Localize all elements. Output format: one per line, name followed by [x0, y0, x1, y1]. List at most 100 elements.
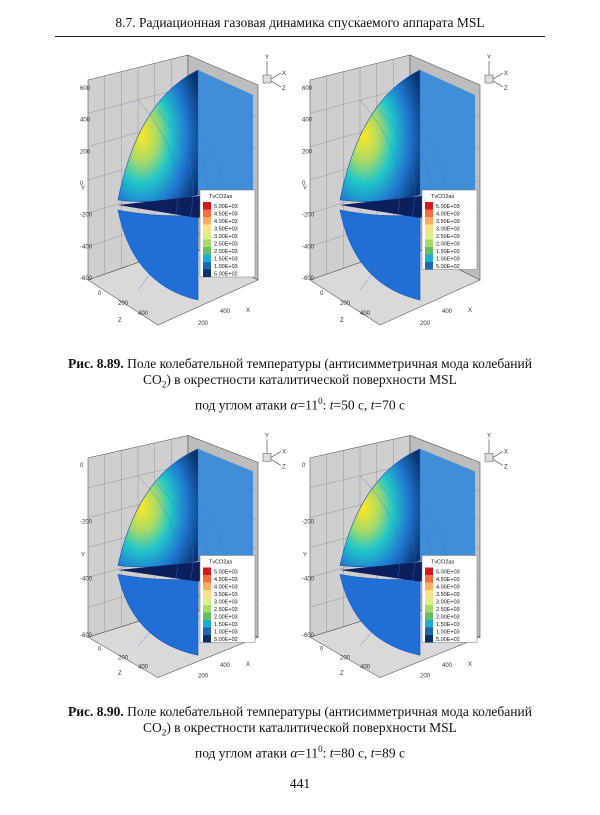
- legend-swatch: [425, 209, 433, 217]
- axis-triad-label-x: X: [282, 71, 286, 77]
- caption-text: =11: [297, 745, 319, 761]
- legend-value: 2.50E+03: [214, 242, 238, 248]
- legend-swatch: [425, 224, 433, 232]
- legend-swatch: [425, 239, 433, 247]
- caption-text: =80 с,: [333, 745, 371, 761]
- legend-value: 5.00E+03: [214, 569, 238, 575]
- legend-value: 1.50E+03: [214, 622, 238, 628]
- z-tick-label: 0: [320, 647, 324, 653]
- z-tick-label: 200: [340, 301, 351, 307]
- legend-swatch: [203, 202, 211, 210]
- iso-line: [379, 109, 416, 281]
- legend-title: TvCO2as: [209, 559, 232, 565]
- axis-label-x: X: [468, 662, 472, 668]
- temperature-field-upper: [339, 69, 421, 202]
- y-tick-label: 400: [80, 118, 91, 124]
- axis-triad-x: [492, 451, 504, 458]
- legend-swatch: [425, 232, 433, 240]
- y-tick-label: -400: [80, 576, 93, 582]
- caption-symbol: t: [370, 397, 375, 413]
- figure-8-90-panel-right: 0 -200 -400 -600 Y 0 200 400 Z 200 400 X Y X Z TvCO2as 5…: [300, 422, 510, 700]
- temperature-field-lower: [117, 209, 199, 301]
- iso-line: [137, 475, 179, 647]
- x-tick-label: 400: [220, 663, 231, 669]
- y-tick-label: -200: [80, 520, 93, 526]
- figure-8-89-panel-left: 600 400 200 0 -200 -400 -600 Y 0 200 400 Z 200 400 X Y X…: [78, 40, 288, 350]
- legend-swatch: [425, 247, 433, 255]
- iso-line: [359, 475, 401, 647]
- legend-value: 3.00E+03: [214, 234, 238, 240]
- legend-title: TvCO2as: [431, 194, 454, 200]
- caption-subscript: 2: [161, 727, 167, 738]
- axis-triad-z: [270, 459, 282, 466]
- caption-symbol: t: [329, 397, 334, 413]
- legend-swatch: [203, 239, 211, 247]
- legend-value: 2.00E+03: [214, 249, 238, 255]
- axis-label-y-left: Y: [81, 553, 85, 559]
- legend-value: 3.00E+03: [436, 227, 460, 233]
- x-tick-label: 200: [198, 321, 209, 327]
- axis-label-z: Z: [118, 671, 122, 677]
- y-tick-label: 0: [302, 181, 306, 187]
- x-tick-label: 200: [420, 321, 431, 327]
- figure-8-89-panel-right: 600 400 200 0 -200 -400 -600 Y 0 200 400 Z 200 400 X Y X…: [300, 40, 510, 350]
- z-tick-label: 400: [138, 665, 149, 671]
- figure-caption-8-90: Рис. 8.90. Поле колебательной температур…: [55, 704, 545, 761]
- legend-swatch: [203, 269, 211, 277]
- x-tick-label: 200: [420, 674, 431, 680]
- axis-label-z: Z: [340, 671, 344, 677]
- legend-swatch: [425, 589, 433, 598]
- legend-value: 2.00E+03: [436, 614, 460, 620]
- z-tick-label: 200: [340, 656, 351, 662]
- z-tick-label: 0: [98, 647, 102, 653]
- legend-swatch: [425, 619, 433, 628]
- legend-swatch: [425, 262, 433, 270]
- axis-triad-z: [492, 459, 504, 466]
- legend-swatch: [425, 567, 433, 575]
- legend-swatch: [425, 574, 433, 583]
- axis-label-y-left: Y: [81, 186, 85, 192]
- y-tick-label: 400: [302, 118, 313, 124]
- figure-caption-8-89: Рис. 8.89. Поле колебательной температур…: [55, 356, 545, 413]
- temperature-field-side: [420, 70, 475, 220]
- legend-value: 1.00E+03: [436, 629, 460, 635]
- legend-swatch: [203, 574, 211, 583]
- legend-swatch: [203, 634, 211, 643]
- legend-swatch: [203, 619, 211, 628]
- caption-symbol: t: [370, 745, 375, 761]
- legend-swatch: [425, 604, 433, 613]
- temperature-field-side: [198, 448, 253, 584]
- caption-text: =89 с: [374, 745, 406, 761]
- caption-symbol: α: [290, 745, 298, 761]
- legend-title: TvCO2as: [209, 194, 232, 200]
- legend-swatch: [203, 232, 211, 240]
- legend-value: 5.00E+02: [436, 264, 460, 270]
- caption-text: под углом атаки: [194, 397, 291, 413]
- legend-value: 3.50E+03: [436, 592, 460, 598]
- legend-swatch: [425, 202, 433, 210]
- legend-value: 1.50E+03: [436, 622, 460, 628]
- caption-superscript: 0: [318, 743, 323, 754]
- legend-swatch: [203, 224, 211, 232]
- cfd-3d-plot: 0 -200 -400 -600 Y 0 200 400 Z 200 400 X Y X Z TvCO2as 5…: [302, 433, 508, 680]
- legend-swatch: [203, 582, 211, 590]
- caption-text: =50 с,: [333, 397, 371, 413]
- temperature-field-lower: [117, 574, 199, 656]
- caption-text: =11: [297, 397, 319, 413]
- y-tick-label: 600: [302, 86, 313, 92]
- z-tick-label: 400: [360, 311, 371, 317]
- legend-swatch: [203, 604, 211, 613]
- y-tick-label: -600: [302, 276, 315, 282]
- caption-text: CO: [143, 372, 162, 387]
- legend-value: 4.00E+03: [214, 219, 238, 225]
- iso-line: [137, 99, 179, 291]
- legend-swatch: [203, 567, 211, 575]
- axis-triad-label-z: Z: [504, 86, 508, 92]
- legend-value: 5.00E+03: [436, 204, 460, 210]
- legend-swatch: [425, 634, 433, 643]
- axis-triad-cube: [262, 74, 272, 84]
- legend-swatch: [203, 597, 211, 605]
- y-tick-label: -600: [80, 633, 93, 639]
- axis-triad-z: [270, 80, 282, 88]
- axis-triad-label-z: Z: [504, 464, 508, 470]
